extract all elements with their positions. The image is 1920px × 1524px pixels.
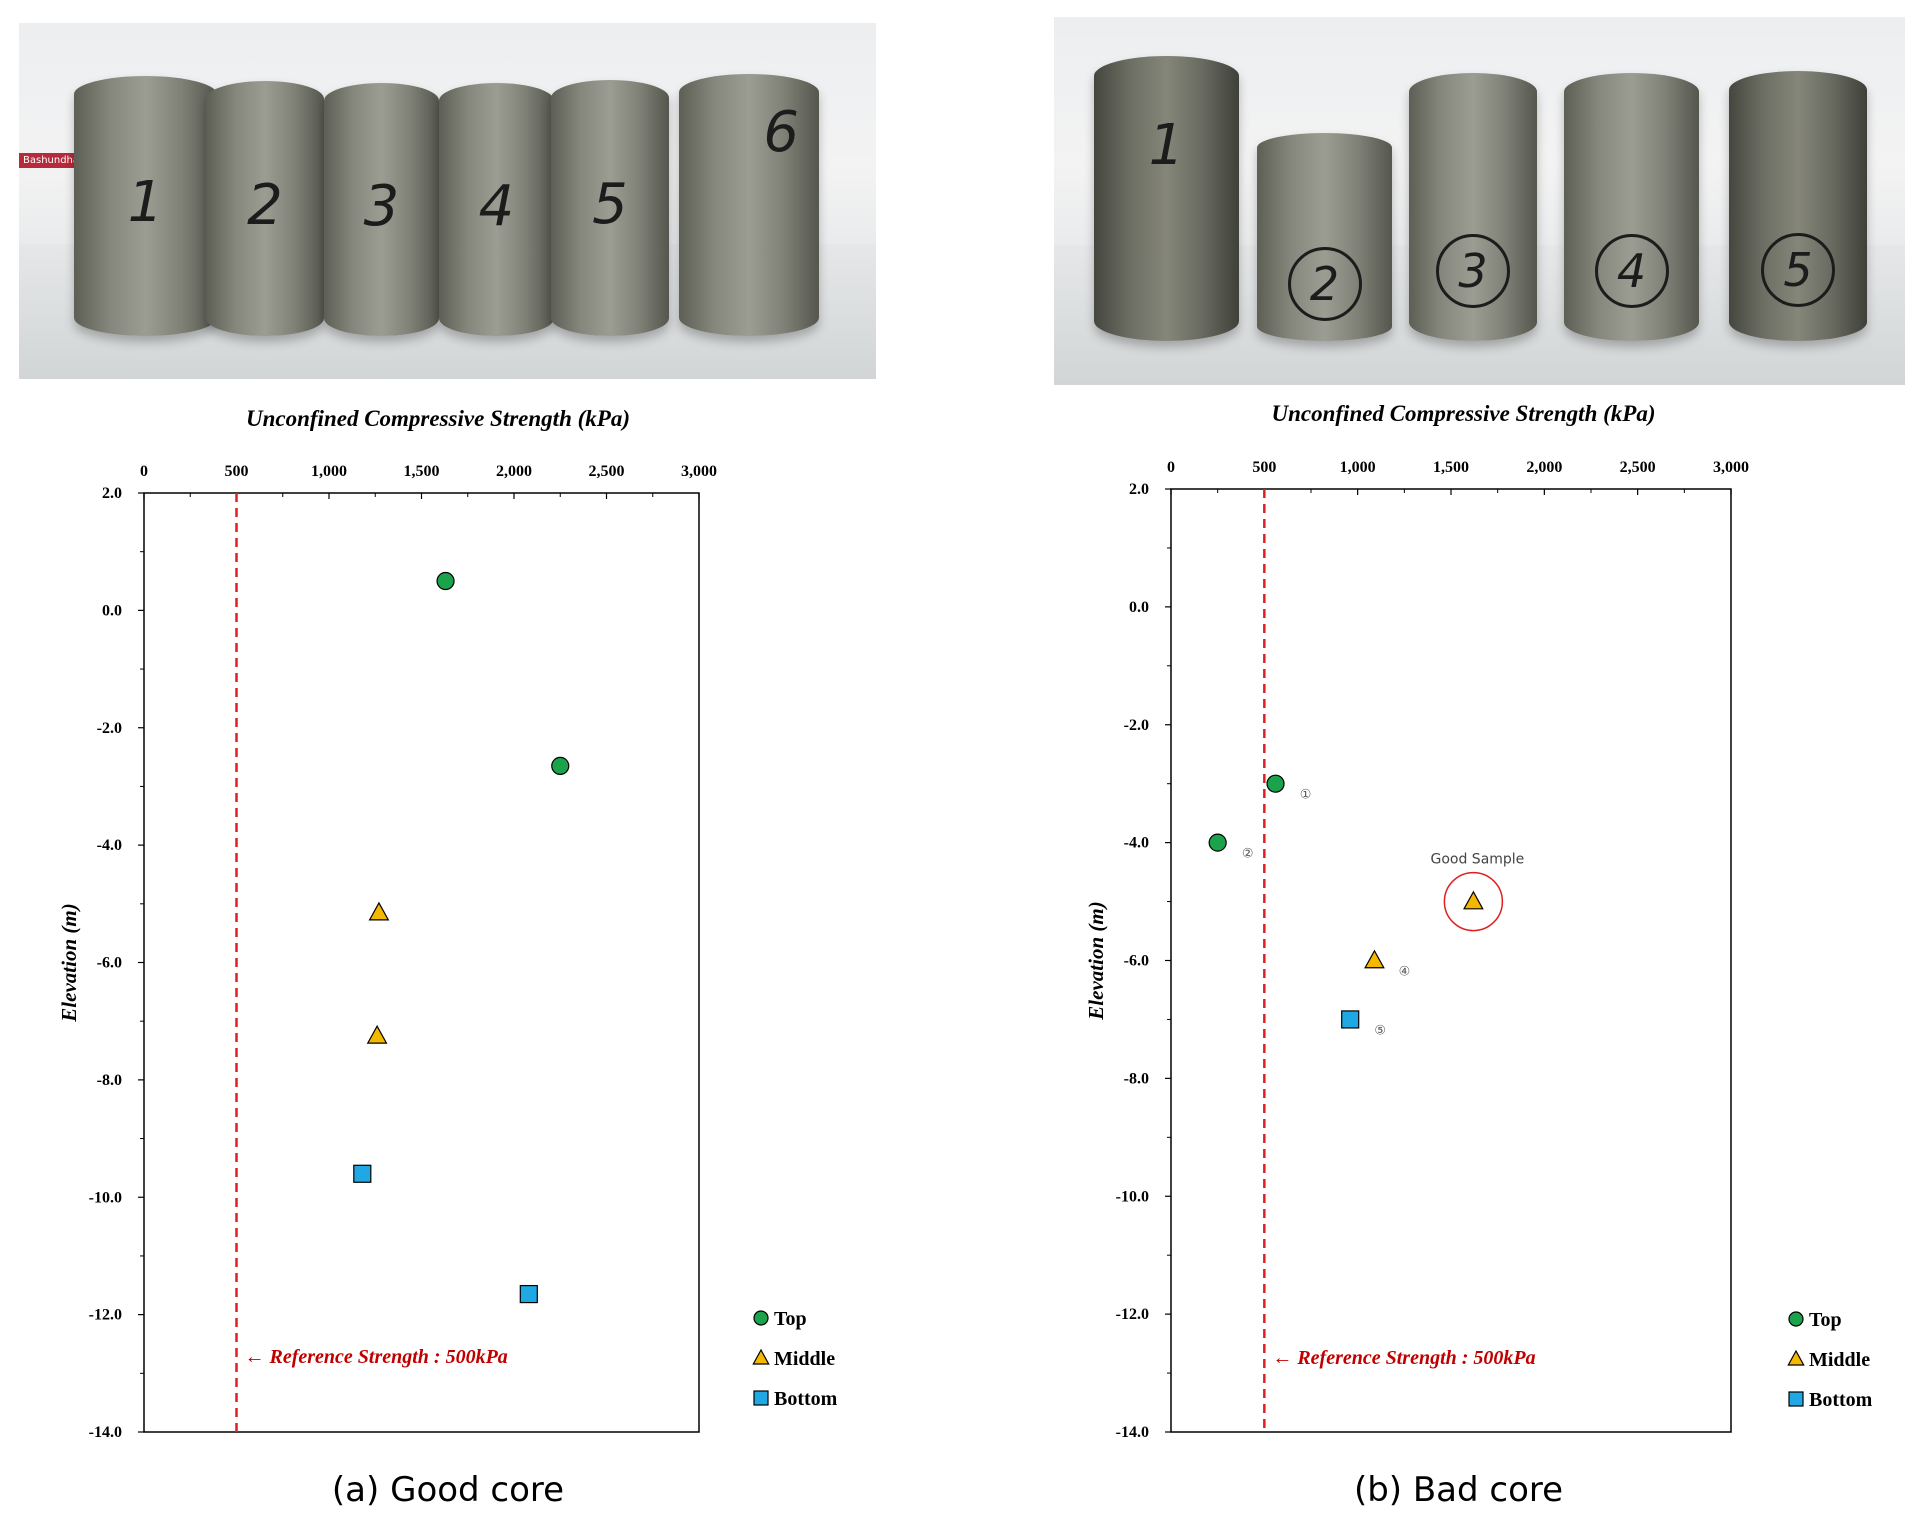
data-point-top (1208, 833, 1227, 852)
core-label: 2 (247, 173, 283, 239)
legend-marker-middle (1787, 1349, 1805, 1366)
good-core-photo: Bashundhar 1 2 3 4 5 6 (19, 23, 876, 379)
bad-core-photo: 1 2 3 4 5 (1054, 17, 1905, 385)
legend-marker-bottom (753, 1390, 769, 1406)
data-point-top (1266, 774, 1285, 793)
y-tick-label: -4.0 (97, 837, 122, 854)
reference-label: ← Reference Strength : 500kPa (245, 1346, 508, 1368)
y-tick-label: -10.0 (1116, 1188, 1149, 1205)
core-label: 1 (127, 169, 164, 235)
legend-label-middle: Middle (1809, 1349, 1870, 1371)
caption: (a) Good core (331, 1470, 565, 1510)
data-point-middle (368, 901, 390, 921)
core-label: 3 (363, 174, 400, 240)
good-sample-circle (1443, 871, 1504, 932)
x-tick-label: 1,000 (311, 463, 347, 480)
y-tick-label: -14.0 (89, 1424, 122, 1441)
legend-label-top: Top (774, 1308, 807, 1330)
data-point-middle (1364, 949, 1385, 969)
x-tick-label: 1,500 (1433, 459, 1469, 476)
x-tick-label: 3,000 (1713, 459, 1749, 476)
data-point-bottom (1341, 1010, 1360, 1029)
point-number-label: ⑤ (1374, 1023, 1386, 1038)
x-tick-label: 3,000 (681, 463, 717, 480)
core-label: 5 (1761, 232, 1835, 307)
legend-marker-top (1788, 1311, 1804, 1327)
panel-good-core: Bashundhar 1 2 3 4 5 6 Unconfined Compre… (19, 23, 876, 1510)
legend-label-middle: Middle (774, 1348, 835, 1370)
reference-label: ← Reference Strength : 500kPa (1272, 1347, 1535, 1369)
x-tick-label: 2,000 (1526, 459, 1562, 476)
legend-label-top: Top (1809, 1309, 1842, 1331)
x-tick-label: 500 (1252, 459, 1276, 476)
core-label: 1 (1148, 112, 1185, 178)
legend-label-bottom: Bottom (774, 1388, 838, 1410)
data-point-bottom (519, 1284, 538, 1304)
data-point-top (551, 756, 570, 775)
y-tick-label: -10.0 (89, 1189, 122, 1206)
y-tick-label: -8.0 (1124, 1070, 1149, 1087)
data-point-top (436, 571, 455, 591)
x-tick-label: 0 (140, 463, 148, 480)
data-point-middle (1463, 890, 1484, 910)
legend-marker-middle (752, 1348, 770, 1365)
y-tick-label: -14.0 (1116, 1424, 1149, 1441)
y-tick-label: 2.0 (102, 485, 122, 502)
good-sample-label: Good Sample (1430, 852, 1524, 868)
plot-frame (143, 492, 700, 1433)
core-label: 6 (763, 100, 799, 166)
core-label: 4 (1594, 233, 1669, 308)
legend-marker-bottom (1788, 1391, 1804, 1407)
x-tick-label: 2,000 (496, 463, 532, 480)
y-tick-label: 0.0 (102, 602, 122, 619)
y-tick-label: -6.0 (97, 955, 122, 972)
core-label: 5 (592, 172, 628, 238)
x-tick-label: 2,500 (1620, 459, 1656, 476)
panel-bad-core: 1 2 3 4 5 Unconfined Compressive Strengt… (1035, 0, 1920, 1524)
y-axis-label: Elevation (m) (57, 903, 81, 1022)
x-tick-label: 1,500 (404, 463, 440, 480)
point-number-label: ② (1242, 847, 1254, 862)
y-tick-label: -12.0 (89, 1307, 122, 1324)
data-point-middle (366, 1024, 388, 1044)
chart-bad-core: 0 500 1,000 1,500 2,000 2,500 3,000 2.0 0.0 -2.0 -… (1084, 459, 1873, 1441)
legend-marker-top (753, 1310, 769, 1326)
core-label: 2 (1287, 247, 1362, 322)
point-number-label: ① (1300, 788, 1312, 803)
y-tick-label: 0.0 (1129, 599, 1149, 616)
y-tick-label: -8.0 (97, 1072, 122, 1089)
y-tick-label: -2.0 (97, 720, 122, 737)
core-label: 3 (1436, 233, 1510, 308)
chart-title: Unconfined Compressive Strength (kPa) (246, 406, 630, 431)
plot-frame (1170, 488, 1732, 1433)
y-tick-label: -12.0 (1116, 1306, 1149, 1323)
y-tick-label: -6.0 (1124, 953, 1149, 970)
y-tick-label: 2.0 (1129, 481, 1149, 498)
core-label: 4 (478, 174, 515, 240)
x-tick-label: 1,000 (1340, 459, 1376, 476)
chart-title: Unconfined Compressive Strength (kPa) (1271, 401, 1656, 426)
x-tick-label: 0 (1167, 459, 1175, 476)
data-point-bottom (353, 1164, 372, 1183)
point-number-label: ④ (1399, 965, 1411, 980)
x-tick-label: 500 (225, 463, 249, 480)
x-tick-label: 2,500 (589, 463, 625, 480)
y-tick-label: -2.0 (1124, 717, 1149, 734)
legend-label-bottom: Bottom (1809, 1389, 1873, 1411)
y-tick-label: -4.0 (1124, 835, 1149, 852)
caption: (b) Bad core (1353, 1470, 1564, 1510)
y-axis-label: Elevation (m) (1084, 901, 1108, 1020)
chart-good-core: 0 500 1,000 1,500 2,000 2,500 3,000 2.0 0.0 -2.0 -… (57, 463, 838, 1441)
